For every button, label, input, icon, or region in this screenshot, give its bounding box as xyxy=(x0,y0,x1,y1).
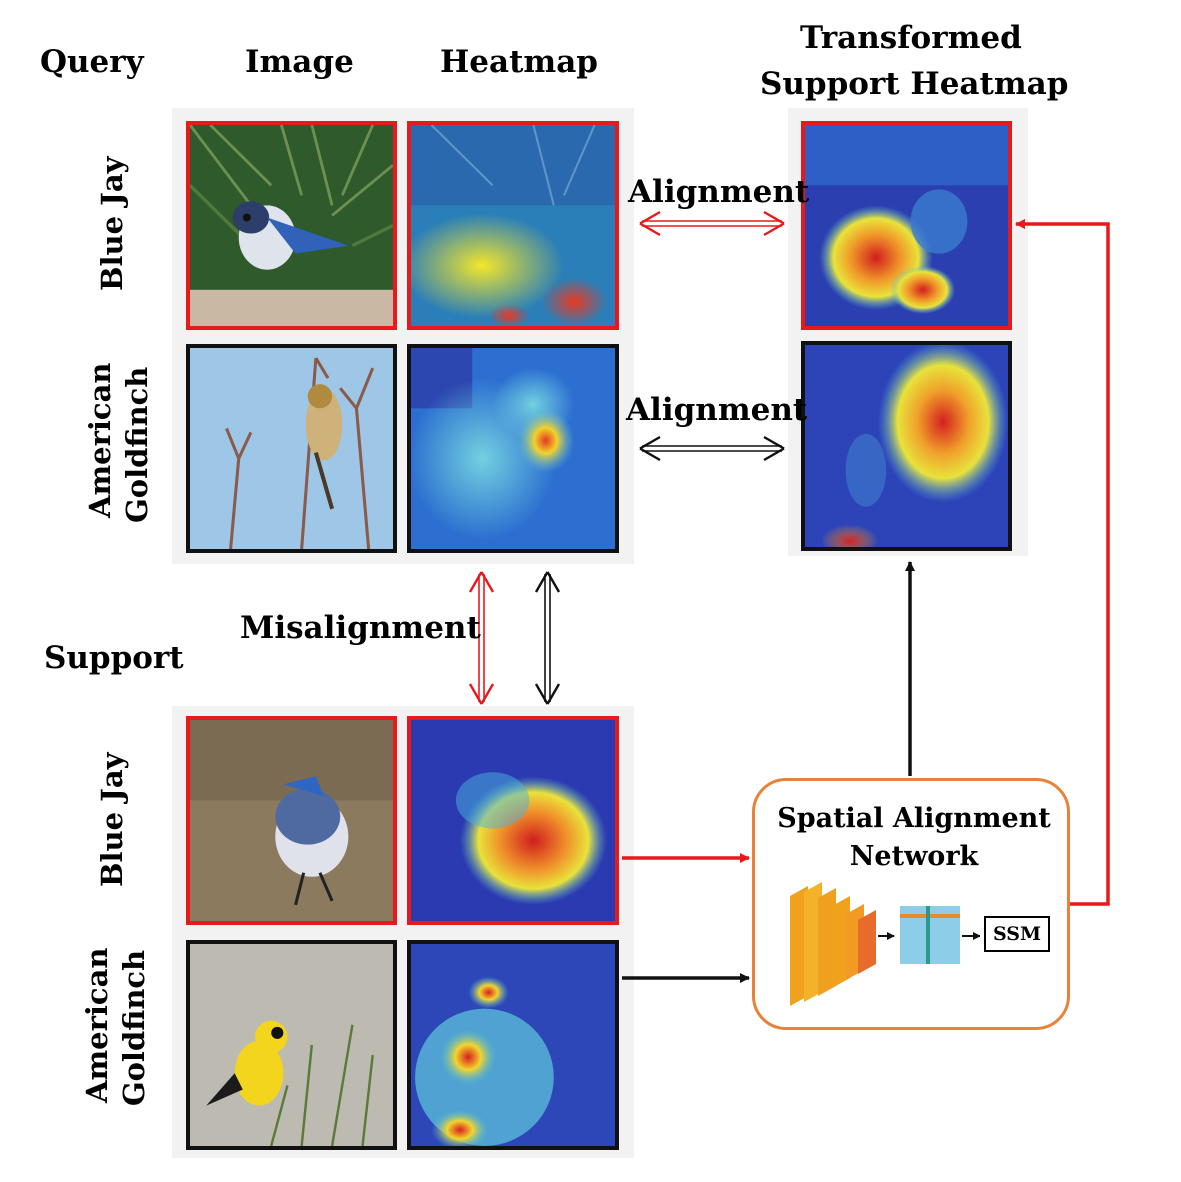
misalignment-label: Misalignment xyxy=(240,610,481,646)
heatmap-header: Heatmap xyxy=(440,44,598,80)
transformed-header-line1: Transformed xyxy=(800,20,1022,56)
support-blue-jay-heatmap xyxy=(407,716,619,925)
alignment-arrow-goldfinch xyxy=(639,435,785,462)
query-row-label-blue-jay: Blue Jay xyxy=(95,156,129,291)
support-goldfinch-heatmap xyxy=(407,940,619,1150)
alignment-arrow-blue-jay xyxy=(639,210,785,237)
cnn-feature-diagram xyxy=(790,882,980,1006)
query-goldfinch-heatmap xyxy=(407,344,619,553)
image-header: Image xyxy=(245,44,354,80)
transformed-goldfinch-heatmap xyxy=(801,341,1012,551)
query-header: Query xyxy=(40,44,144,80)
support-row-label-blue-jay: Blue Jay xyxy=(95,752,129,887)
query-blue-jay-heatmap xyxy=(407,121,619,330)
ssm-box: SSM xyxy=(984,916,1050,952)
network-title-line1: Spatial Alignment xyxy=(777,803,1051,834)
transformed-blue-jay-heatmap xyxy=(801,121,1012,330)
support-goldfinch-image xyxy=(186,940,397,1150)
alignment-label-top: Alignment xyxy=(628,174,810,210)
query-blue-jay-image xyxy=(186,121,397,330)
query-row-label-goldfinch-line1: American xyxy=(83,362,117,518)
misalignment-arrow-black xyxy=(534,571,561,705)
cnn-layers-icon xyxy=(790,882,876,1006)
support-blue-jay-image xyxy=(186,716,397,925)
query-goldfinch-image xyxy=(186,344,397,553)
query-row-label-goldfinch-line2: Goldfinch xyxy=(120,366,154,523)
transformed-header-line2: Support Heatmap xyxy=(760,66,1069,102)
support-row-label-goldfinch-line2: Goldfinch xyxy=(117,949,151,1107)
support-header: Support xyxy=(44,640,184,676)
alignment-label-bottom: Alignment xyxy=(626,392,808,428)
support-row-label-goldfinch-line1: American xyxy=(80,947,114,1103)
feature-map-icon xyxy=(900,906,960,964)
network-title-line2: Network xyxy=(849,841,979,872)
